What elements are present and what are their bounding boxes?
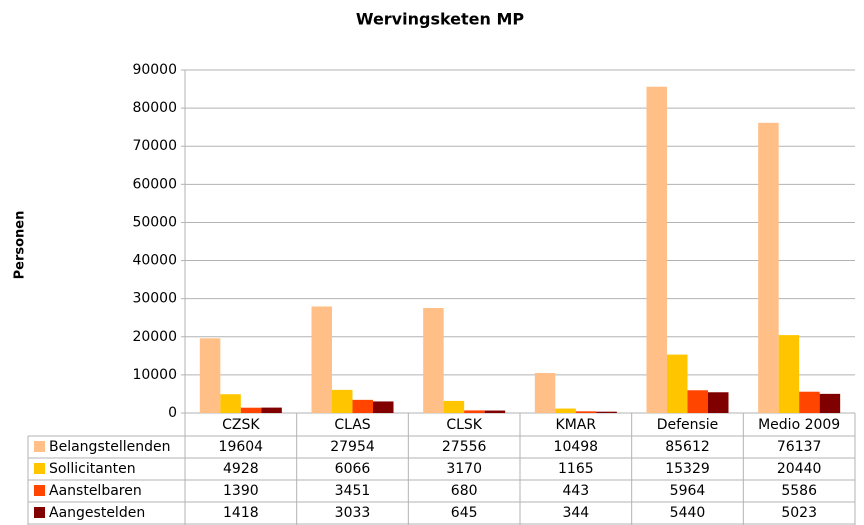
bar <box>708 392 729 413</box>
table-value: 6066 <box>335 461 371 477</box>
table-value: 680 <box>451 483 478 499</box>
table-value: 10498 <box>554 439 599 455</box>
table-value: 76137 <box>777 439 822 455</box>
bar <box>819 393 841 413</box>
bar <box>575 411 597 413</box>
bar <box>484 410 506 413</box>
table-value: 27556 <box>442 439 487 455</box>
bar <box>667 354 688 413</box>
table-value: 344 <box>562 505 589 521</box>
y-tick-label: 80000 <box>132 100 177 116</box>
bar <box>443 400 465 413</box>
bar <box>199 338 221 413</box>
table-value: 5586 <box>781 483 817 499</box>
legend-swatch <box>34 441 45 452</box>
y-tick-label: 10000 <box>132 367 177 383</box>
y-tick-label: 0 <box>168 405 177 421</box>
table-value: 645 <box>451 505 478 521</box>
y-tick-label: 40000 <box>132 253 177 269</box>
bar <box>799 391 820 413</box>
table-value: 5023 <box>781 505 817 521</box>
table-value: 85612 <box>665 439 710 455</box>
table-value: 5964 <box>670 483 706 499</box>
table-value: 1418 <box>223 505 259 521</box>
bar <box>373 401 394 413</box>
x-tick-label: CLAS <box>334 417 370 433</box>
bar <box>778 335 800 413</box>
legend-swatch <box>34 463 45 474</box>
y-tick-label: 60000 <box>132 176 177 192</box>
legend-label: Aanstelbaren <box>49 483 142 499</box>
table-value: 3033 <box>335 505 371 521</box>
y-tick-label: 90000 <box>132 62 177 78</box>
table-value: 5440 <box>670 505 706 521</box>
bar <box>332 389 353 413</box>
table-value: 4928 <box>223 461 259 477</box>
y-tick-label: 50000 <box>132 214 177 230</box>
bar <box>555 408 576 413</box>
bar <box>240 407 262 413</box>
table-value: 1165 <box>558 461 594 477</box>
table-value: 1390 <box>223 483 259 499</box>
bar <box>423 307 444 413</box>
table-value: 3170 <box>446 461 482 477</box>
bar <box>311 306 332 413</box>
y-tick-label: 70000 <box>132 138 177 154</box>
table-value: 443 <box>562 483 589 499</box>
bar <box>687 390 708 413</box>
x-tick-label: CLSK <box>446 417 482 433</box>
bar <box>534 372 556 413</box>
legend-swatch <box>34 507 45 518</box>
legend-swatch <box>34 485 45 496</box>
table-value: 20440 <box>777 461 822 477</box>
x-tick-label: Defensie <box>657 417 719 433</box>
y-axis-label: Personen <box>13 211 28 280</box>
y-tick-label: 20000 <box>132 329 177 345</box>
legend-label: Aangestelden <box>49 505 145 521</box>
bar <box>464 410 485 413</box>
legend-label: Sollicitanten <box>49 461 136 477</box>
table-value: 3451 <box>335 483 371 499</box>
bar <box>261 407 282 413</box>
bar <box>758 122 779 413</box>
x-tick-label: Medio 2009 <box>758 417 840 433</box>
x-tick-label: CZSK <box>222 417 260 433</box>
bar <box>352 399 373 413</box>
chart-title: Wervingsketen MP <box>356 10 525 29</box>
bar <box>646 86 667 414</box>
y-tick-label: 30000 <box>132 291 177 307</box>
legend-label: Belangstellenden <box>49 439 170 455</box>
x-tick-label: KMAR <box>556 417 597 433</box>
table-value: 15329 <box>665 461 710 477</box>
bar <box>596 411 617 413</box>
bar <box>220 394 241 413</box>
table-value: 27954 <box>330 439 375 455</box>
table-value: 19604 <box>219 439 264 455</box>
